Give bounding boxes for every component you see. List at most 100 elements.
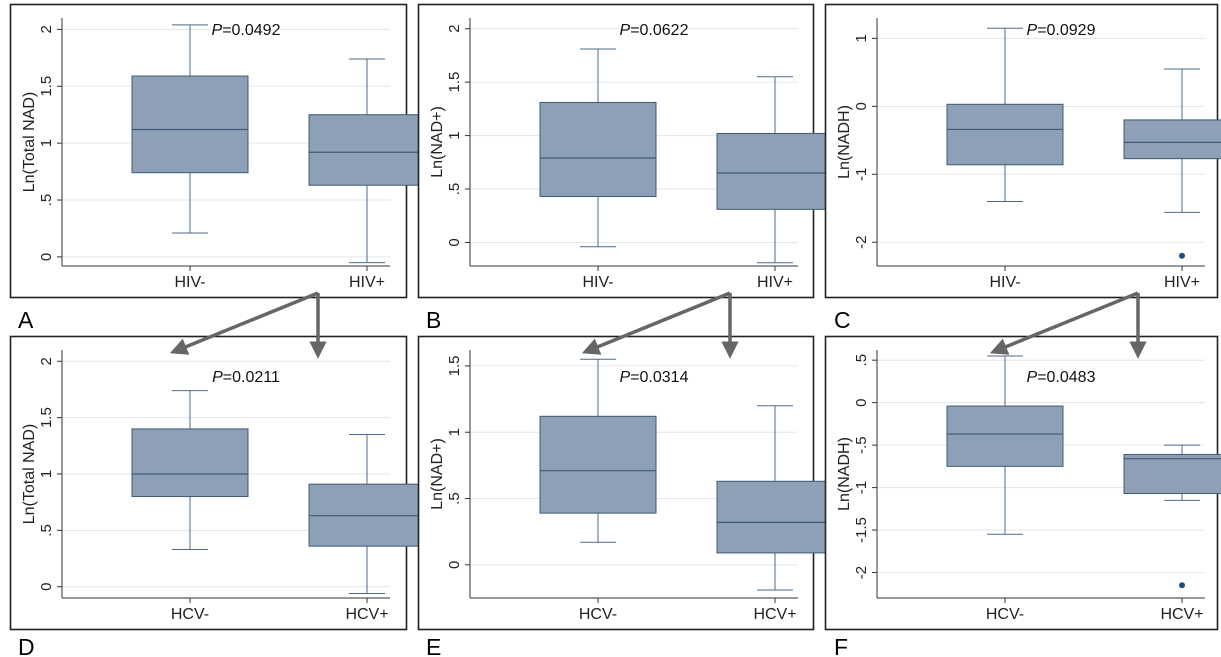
iqr-box (946, 405, 1064, 467)
y-tick-label: 2 (446, 25, 463, 33)
iqr-box (716, 132, 834, 210)
p-symbol: P (1027, 22, 1038, 39)
category-label: HCV- (171, 606, 209, 623)
y-tick-label: 2 (38, 357, 55, 365)
category-label: HIV+ (757, 274, 793, 291)
category-label: HCV+ (753, 606, 796, 623)
y-tick-label: 1.5 (446, 72, 463, 93)
y-tick-label: -1 (853, 481, 870, 494)
y-axis-label: Ln(NADH) (836, 437, 853, 511)
p-number: =0.0929 (1037, 22, 1095, 39)
iqr-box (131, 428, 249, 498)
y-axis-label: Ln(NAD+) (429, 106, 446, 178)
p-value: P=0.0492 (212, 22, 281, 39)
box-hcv-negpos (1123, 444, 1221, 589)
category-label: HIV- (582, 274, 613, 291)
y-tick-label: .5 (446, 492, 463, 505)
panel-letter: F (834, 634, 848, 657)
box-hiv-neg (131, 24, 249, 234)
box-hiv-negpos (716, 76, 834, 264)
outlier-point (1179, 582, 1185, 589)
panel-letter: D (18, 634, 35, 657)
p-number: =0.0211 (223, 369, 280, 386)
y-tick-label: 2 (38, 25, 55, 33)
y-tick-label: 0 (853, 102, 870, 110)
y-tick-label: 1 (446, 131, 463, 139)
box-hcv-negpos (308, 434, 426, 594)
y-tick-label: 0 (853, 398, 870, 406)
y-tick-label: 1.5 (38, 76, 55, 97)
connector-arrow (581, 291, 731, 355)
category-label: HCV+ (345, 606, 388, 623)
box-hiv-negpos (308, 58, 426, 264)
category-label: HCV- (579, 606, 617, 623)
panel-d: 0 .5 1 1.5 2 Ln(Total NAD) HCV- HCV+ P=0.0211 D (9, 335, 426, 657)
y-axis-label: Ln(Total NAD) (21, 424, 38, 524)
y-tick-label: 1 (38, 470, 55, 478)
iqr-box (716, 480, 834, 554)
y-tick-label: .5 (38, 524, 55, 537)
box-hcv-negpos (716, 405, 834, 591)
panel-letter: B (426, 307, 441, 333)
p-number: =0.0622 (630, 22, 688, 39)
panel-b: 0 .5 1 1.5 2 Ln(NAD+) HIV- HIV+ P=0.0622 B (417, 3, 834, 333)
category-label: HIV+ (1164, 274, 1200, 291)
y-tick-label: .5 (38, 194, 55, 207)
p-value: P=0.0314 (620, 369, 689, 386)
p-symbol: P (212, 22, 223, 39)
p-symbol: P (620, 22, 631, 39)
iqr-box (308, 114, 426, 186)
connector-arrow (169, 291, 319, 355)
iqr-box (539, 101, 657, 198)
iqr-box (1123, 119, 1221, 160)
outlier-point (1179, 252, 1185, 259)
panel-letter: E (426, 634, 441, 657)
p-value: P=0.0211 (212, 369, 280, 386)
iqr-box (1123, 453, 1221, 495)
category-label: HIV- (989, 274, 1020, 291)
y-tick-label: -2 (853, 566, 870, 579)
box-hcv-neg (539, 358, 657, 543)
y-tick-label: -.5 (853, 436, 870, 454)
y-tick-label: 1 (853, 34, 870, 42)
box-hiv-neg (946, 27, 1064, 202)
category-label: HCV- (986, 606, 1024, 623)
iqr-box (539, 415, 657, 514)
y-axis-label: Ln(Total NAD) (21, 92, 38, 192)
iqr-box (946, 103, 1064, 166)
category-label: HIV+ (349, 274, 385, 291)
y-tick-label: -2 (853, 236, 870, 249)
category-label: HIV- (174, 274, 205, 291)
p-symbol: P (620, 369, 631, 386)
y-tick-label: 0 (446, 561, 463, 569)
box-hcv-neg (131, 390, 249, 551)
y-tick-label: 1 (38, 139, 55, 147)
y-axis-label: Ln(NADH) (836, 105, 853, 179)
y-tick-label: 0 (38, 583, 55, 591)
y-tick-label: -1.5 (853, 517, 870, 543)
y-tick-label: 1 (446, 428, 463, 436)
p-symbol: P (1027, 369, 1038, 386)
connector-arrows (169, 291, 1147, 359)
p-symbol: P (212, 369, 223, 386)
panel-f: -2 -1.5 -1 -.5 0 .5 Ln(NADH) HCV- HCV+ P=0.0483 F (824, 335, 1221, 657)
category-label: HCV+ (1160, 606, 1203, 623)
y-tick-label: 1.5 (38, 407, 55, 428)
y-tick-label: 0 (446, 238, 463, 246)
p-number: =0.0483 (1037, 369, 1095, 386)
panel-letter: A (18, 307, 34, 333)
panel-c: -2 -1 0 1 Ln(NADH) HIV- HIV+ P=0.0929 C (824, 3, 1221, 333)
p-value: P=0.0622 (620, 22, 689, 39)
p-value: P=0.0483 (1027, 369, 1096, 386)
y-tick-label: -1 (853, 168, 870, 181)
box-hiv-negpos (1123, 68, 1221, 259)
y-tick-label: .5 (853, 354, 870, 367)
p-number: =0.0314 (630, 369, 688, 386)
panel-a: 0 .5 1 1.5 2 Ln(Total NAD) HIV- HIV+ P=0.0492 A (9, 3, 426, 333)
p-number: =0.0492 (222, 22, 280, 39)
iqr-box (131, 75, 249, 174)
connector-arrow (989, 291, 1139, 355)
y-tick-label: 1.5 (446, 355, 463, 376)
y-tick-label: .5 (446, 183, 463, 196)
